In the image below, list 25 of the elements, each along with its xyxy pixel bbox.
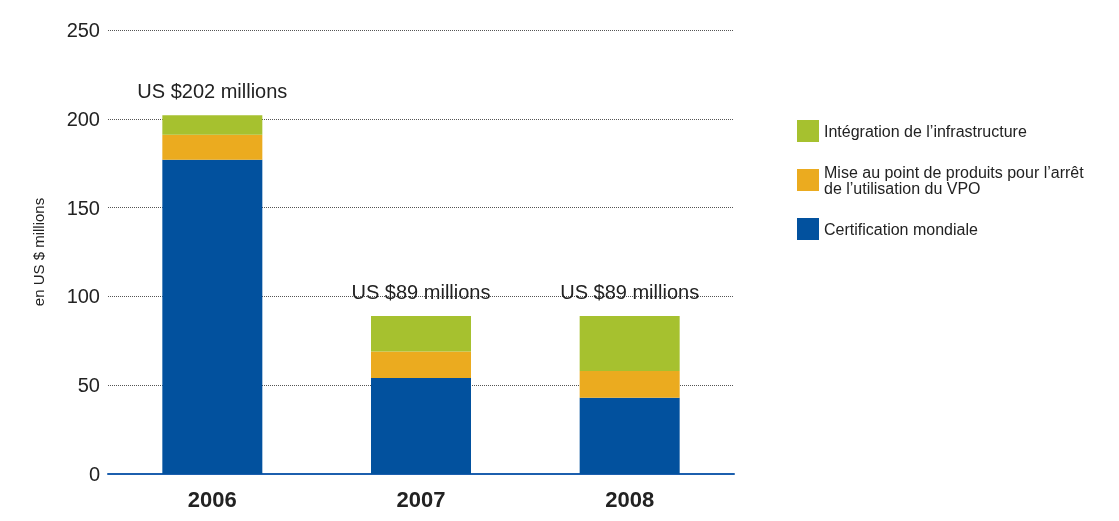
x-tick-label: 2008 bbox=[605, 486, 655, 512]
legend-label: Mise au point de produits pour l’arrêt de l’utilisation du VPO bbox=[824, 163, 1089, 197]
bar bbox=[579, 370, 680, 398]
y-axis-title: en US $ millions bbox=[30, 197, 47, 307]
y-tick-label: 150 bbox=[66, 196, 100, 219]
y-tick-label: 0 bbox=[88, 463, 100, 485]
bar bbox=[162, 159, 263, 474]
y-tick-label: 200 bbox=[66, 107, 100, 130]
bar bbox=[371, 351, 471, 379]
legend-label: Intégration de l’infrastructure bbox=[824, 122, 1027, 140]
legend-label: Certification mondiale bbox=[824, 220, 978, 238]
y-tick-label: 50 bbox=[77, 374, 100, 397]
y-tick-label: 100 bbox=[66, 285, 100, 308]
bar bbox=[162, 134, 263, 160]
x-tick-label: 2006 bbox=[187, 486, 237, 512]
total-label: US $89 millions bbox=[351, 280, 491, 303]
total-label: US $89 millions bbox=[560, 280, 700, 303]
y-tick-label: 250 bbox=[66, 19, 100, 41]
total-label: US $202 millions bbox=[137, 80, 288, 103]
bar bbox=[579, 315, 680, 371]
bar bbox=[579, 397, 680, 474]
bar bbox=[371, 315, 471, 352]
bar bbox=[162, 115, 263, 135]
x-tick-label: 2007 bbox=[396, 486, 446, 512]
bar bbox=[371, 378, 471, 474]
